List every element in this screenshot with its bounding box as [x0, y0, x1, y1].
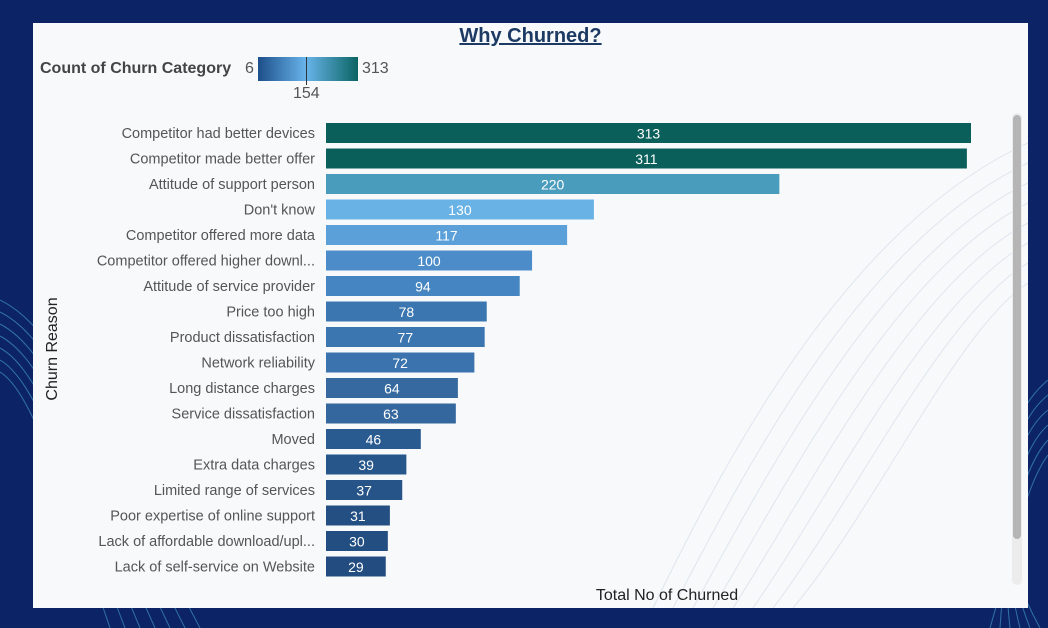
bar-chart: Churn Reason Total No of Churned Competi…: [44, 123, 971, 604]
legend-title: Count of Churn Category: [40, 60, 232, 77]
category-label: Lack of self-service on Website: [115, 560, 315, 576]
category-label: Competitor had better devices: [122, 126, 315, 142]
bar[interactable]: [326, 123, 971, 143]
bar-value-label: 311: [635, 151, 658, 167]
bar[interactable]: [326, 276, 520, 296]
category-label: Extra data charges: [193, 458, 315, 474]
bar-value-label: 117: [435, 228, 458, 244]
bar[interactable]: [326, 199, 594, 220]
bar-value-label: 37: [356, 483, 372, 499]
legend-min-value: 6: [245, 60, 254, 77]
bar[interactable]: [326, 556, 386, 577]
category-label: Service dissatisfaction: [172, 407, 315, 423]
category-label: Price too high: [226, 305, 315, 321]
bar-value-label: 78: [399, 304, 415, 320]
bar-value-label: 130: [448, 202, 472, 218]
bar-value-label: 64: [384, 381, 400, 397]
bar[interactable]: [326, 225, 568, 245]
legend-max-value: 313: [362, 60, 389, 77]
legend-mid-marker: [306, 57, 307, 85]
category-label: Long distance charges: [169, 381, 315, 397]
legend-color-scale: [258, 57, 358, 81]
bar-value-label: 100: [417, 253, 441, 269]
bar-value-label: 31: [350, 508, 366, 524]
bar[interactable]: [326, 327, 485, 347]
bar[interactable]: [326, 403, 456, 424]
bar-value-label: 39: [358, 457, 374, 473]
bar-value-label: 72: [392, 355, 408, 371]
bar-value-label: 30: [349, 534, 365, 550]
card-background-waves: [652, 142, 1028, 608]
bar[interactable]: [326, 352, 475, 373]
bar[interactable]: [326, 505, 390, 526]
chart-card: Why Churned? Count of Churn Category 6 3…: [33, 23, 1028, 608]
bar[interactable]: [326, 480, 403, 500]
bar-value-label: 94: [415, 279, 431, 295]
bar-value-label: 63: [383, 406, 399, 422]
y-axis-title: Churn Reason: [44, 297, 61, 400]
category-label: Competitor made better offer: [130, 152, 315, 168]
bar[interactable]: [326, 250, 533, 271]
bar[interactable]: [326, 301, 487, 322]
category-label: Don't know: [244, 203, 316, 219]
category-label: Product dissatisfaction: [170, 330, 315, 346]
category-label: Attitude of service provider: [143, 279, 315, 295]
bar-value-label: 46: [366, 432, 382, 448]
category-label: Limited range of services: [154, 483, 315, 499]
category-label: Competitor offered more data: [126, 228, 316, 244]
bar-value-label: 77: [398, 330, 414, 346]
bar[interactable]: [326, 429, 421, 449]
legend-mid-value: 154: [293, 85, 320, 102]
category-label: Poor expertise of online support: [110, 509, 315, 525]
chart-title: Why Churned?: [459, 25, 602, 47]
bar[interactable]: [326, 148, 967, 169]
bars-group: Competitor had better devices 313 Competit…: [97, 123, 971, 577]
category-label: Attitude of support person: [149, 177, 315, 193]
category-label: Moved: [271, 432, 315, 448]
bar[interactable]: [326, 454, 407, 475]
bar-value-label: 220: [541, 177, 565, 193]
bar-value-label: 313: [637, 126, 661, 142]
category-label: Lack of affordable download/upl...: [98, 534, 315, 550]
bar[interactable]: [326, 531, 388, 551]
bar-value-label: 29: [348, 559, 364, 575]
bar[interactable]: [326, 174, 780, 194]
category-label: Competitor offered higher downl...: [97, 254, 315, 270]
bar[interactable]: [326, 378, 458, 398]
vertical-scrollbar-thumb[interactable]: [1013, 115, 1021, 539]
x-axis-title: Total No of Churned: [596, 587, 738, 604]
category-label: Network reliability: [201, 356, 315, 372]
